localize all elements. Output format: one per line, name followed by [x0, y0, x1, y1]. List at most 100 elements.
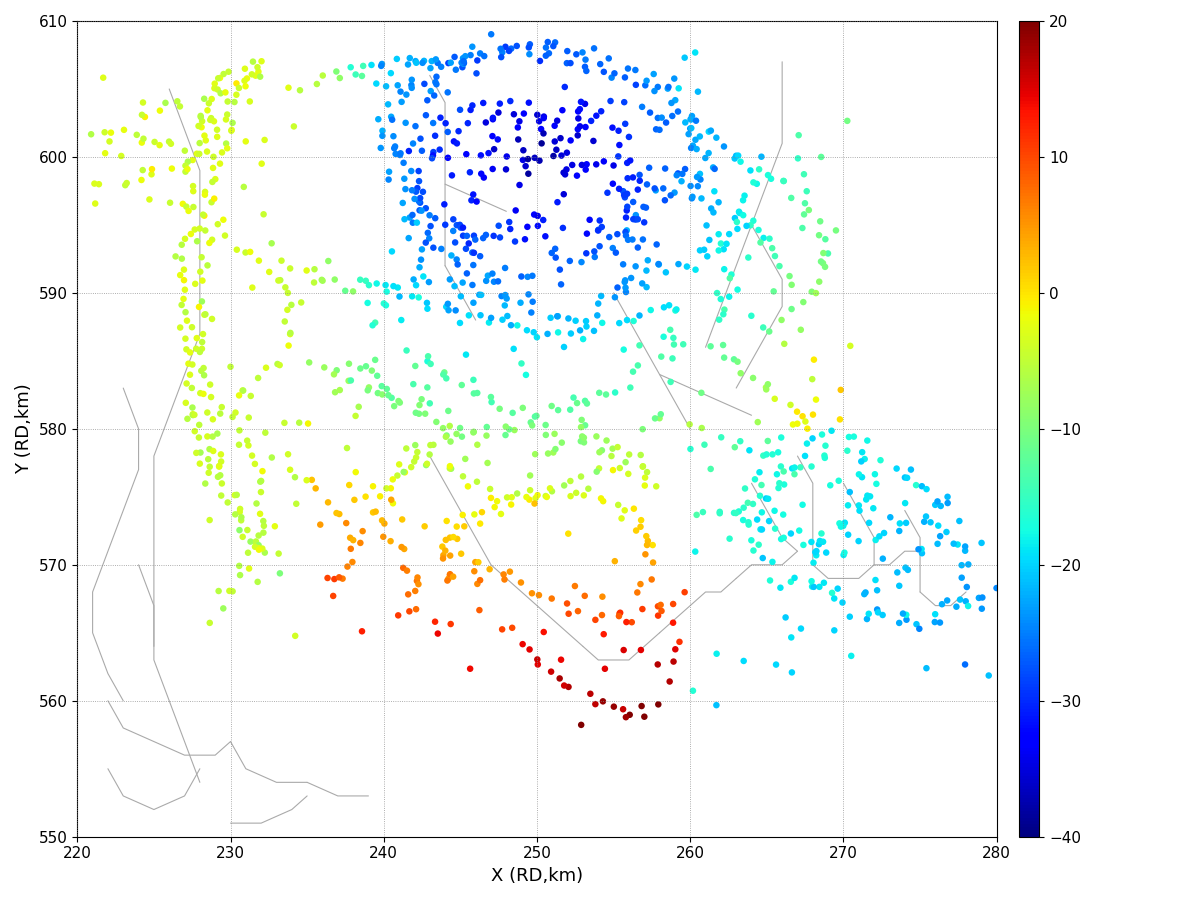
Point: [409, 174, 428, 188]
Point: [576, 418, 595, 433]
Point: [488, 132, 508, 147]
Point: [667, 302, 686, 317]
Point: [503, 406, 522, 420]
Point: [400, 604, 419, 618]
Point: [451, 546, 470, 561]
Point: [454, 508, 473, 522]
Point: [377, 382, 396, 396]
Point: [622, 271, 641, 285]
Point: [738, 496, 757, 510]
Point: [409, 194, 428, 208]
Point: [748, 512, 767, 526]
Point: [596, 433, 616, 447]
Point: [406, 119, 425, 133]
Point: [466, 555, 485, 570]
Point: [754, 448, 773, 463]
Point: [232, 513, 251, 527]
Point: [230, 505, 250, 519]
Point: [587, 429, 606, 444]
Point: [522, 305, 541, 320]
Point: [230, 501, 250, 516]
Point: [211, 454, 230, 469]
Point: [439, 404, 458, 419]
Point: [617, 229, 636, 243]
Point: [744, 176, 763, 190]
Point: [383, 472, 402, 487]
Point: [580, 212, 599, 227]
Point: [500, 221, 520, 236]
Point: [478, 455, 497, 470]
Point: [824, 623, 844, 637]
Point: [440, 459, 460, 473]
Point: [815, 576, 834, 590]
Point: [394, 156, 413, 170]
Point: [593, 608, 612, 622]
Point: [367, 276, 386, 291]
Point: [250, 538, 269, 553]
Point: [887, 462, 906, 476]
Point: [521, 483, 540, 498]
Point: [554, 166, 574, 180]
Point: [739, 443, 758, 457]
Point: [907, 617, 926, 632]
Point: [463, 187, 482, 202]
Point: [211, 447, 230, 462]
Point: [858, 434, 877, 448]
Point: [816, 438, 835, 453]
Point: [542, 591, 562, 606]
Point: [701, 339, 720, 354]
Point: [415, 407, 434, 421]
Point: [433, 367, 452, 382]
Point: [421, 61, 440, 76]
Point: [410, 195, 430, 210]
Point: [504, 342, 523, 356]
Point: [636, 78, 655, 93]
Point: [536, 40, 556, 55]
Point: [614, 188, 634, 202]
Point: [643, 555, 662, 570]
Point: [712, 292, 731, 306]
Point: [557, 162, 576, 176]
Point: [548, 309, 568, 323]
Point: [450, 103, 469, 117]
Point: [242, 281, 262, 295]
Point: [204, 149, 223, 164]
Point: [569, 112, 588, 126]
Point: [385, 140, 404, 154]
Point: [397, 563, 416, 578]
Point: [432, 242, 451, 256]
Point: [623, 170, 642, 184]
Point: [852, 470, 871, 484]
Point: [706, 162, 725, 176]
Point: [901, 463, 920, 477]
Point: [498, 491, 517, 505]
Point: [958, 580, 977, 594]
Point: [619, 130, 638, 144]
Point: [278, 338, 298, 353]
Point: [703, 160, 722, 175]
Point: [685, 45, 704, 59]
Point: [372, 513, 391, 527]
Point: [404, 454, 424, 469]
Point: [814, 256, 833, 270]
Point: [179, 155, 198, 169]
Point: [822, 424, 841, 438]
Point: [366, 315, 385, 329]
Point: [857, 612, 876, 626]
Point: [156, 95, 175, 110]
Point: [394, 464, 413, 479]
Point: [676, 162, 695, 176]
Point: [577, 64, 596, 78]
Point: [496, 261, 515, 275]
Point: [637, 538, 656, 553]
Point: [394, 561, 413, 575]
Point: [544, 39, 563, 53]
Point: [175, 143, 194, 157]
Point: [173, 196, 192, 211]
Point: [768, 446, 787, 460]
Point: [408, 445, 427, 459]
Point: [452, 56, 472, 70]
Point: [373, 529, 392, 544]
Point: [715, 302, 734, 317]
Point: [552, 148, 571, 163]
